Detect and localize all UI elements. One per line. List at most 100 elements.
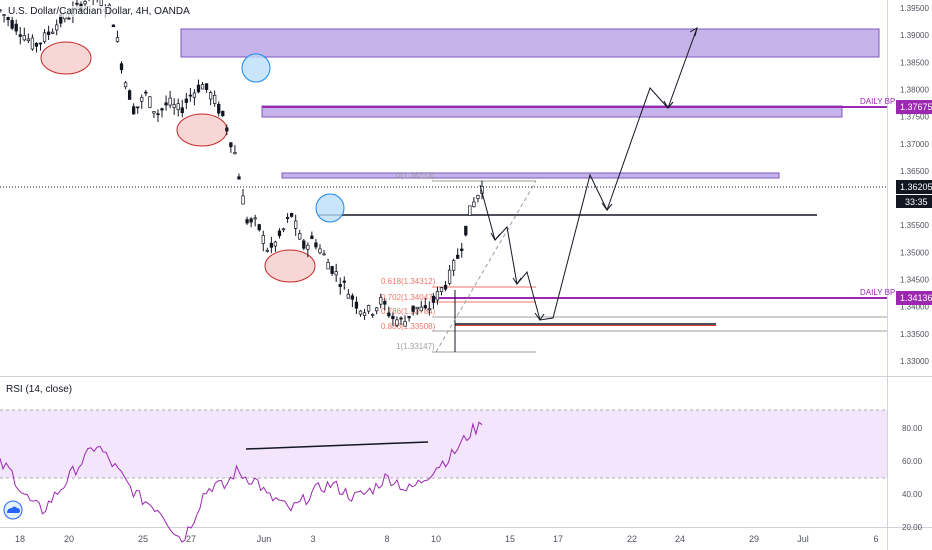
candle-body xyxy=(391,315,395,320)
countdown-value: 33:35 xyxy=(905,197,928,207)
fib-label-0: 0(1.36213) xyxy=(396,171,435,180)
swing-high-circle-2 xyxy=(315,193,345,223)
time-tick-label: Jun xyxy=(257,534,272,544)
arrowhead-5 xyxy=(663,100,674,109)
candle-body xyxy=(314,242,318,248)
price-tick-label: 1.33000 xyxy=(900,357,929,366)
candles xyxy=(0,0,484,327)
logo-cloud-icon xyxy=(7,506,20,513)
candle-body xyxy=(310,235,314,240)
candle-body xyxy=(249,218,253,223)
candle-body xyxy=(370,313,375,316)
candle-body xyxy=(22,35,26,41)
fib-label-1: 1(1.33147) xyxy=(396,342,435,351)
projection-arrowheads xyxy=(490,26,698,321)
arrowhead-2 xyxy=(512,277,522,285)
time-tick-label: 22 xyxy=(627,534,637,544)
fib-label-0786: 0.786(1.33784) xyxy=(381,307,436,316)
fib-label-0618: 0.618(1.34312) xyxy=(381,277,436,286)
candle-body xyxy=(346,293,350,299)
candle-body xyxy=(200,84,205,90)
swing-low-ellipse-2 xyxy=(176,113,228,147)
rsi-axis: 80.00 60.00 40.00 20.00 xyxy=(902,424,923,532)
fib-label-0886: 0.886(1.33508) xyxy=(381,322,436,331)
candle-body xyxy=(298,233,302,240)
arrowhead-4 xyxy=(601,202,613,211)
candle-body xyxy=(342,280,346,283)
rsi-tick-label: 20.00 xyxy=(902,523,923,532)
candle-body xyxy=(2,14,6,16)
candle-body xyxy=(34,42,39,47)
candle-body xyxy=(411,305,415,312)
fib-trend-dashed xyxy=(435,180,537,353)
candle-body xyxy=(123,82,128,88)
candle-body xyxy=(148,96,152,109)
swing-low-ellipse-3 xyxy=(264,249,316,283)
arrowhead-1 xyxy=(490,232,501,241)
arrowhead-3 xyxy=(534,312,545,321)
candle-body xyxy=(322,253,326,256)
candle-body xyxy=(330,266,334,274)
swing-high-circle-1 xyxy=(241,53,271,83)
candle-body xyxy=(176,103,180,111)
time-tick-label: 3 xyxy=(310,534,315,544)
candle-body xyxy=(451,260,456,271)
fib-label-0702: 0.702(1.34047) xyxy=(381,293,436,302)
price-tick-label: 1.39000 xyxy=(900,31,929,40)
candle-body xyxy=(431,295,436,303)
price-tick-label: 1.37000 xyxy=(900,140,929,149)
rsi-divergence-line xyxy=(245,441,429,450)
daily-bp-lower-label: DAILY BP xyxy=(860,288,895,297)
candle-body xyxy=(26,38,31,42)
candle-body xyxy=(375,307,379,312)
candle-body xyxy=(289,213,294,217)
candle-body xyxy=(168,97,172,106)
time-tick-label: 6 xyxy=(873,534,878,544)
candle-body xyxy=(42,32,47,42)
candle-body xyxy=(51,31,55,34)
fib-retracement: 0(1.36213) 0.618(1.34312) 0.702(1.34047)… xyxy=(381,171,887,353)
time-axis: 18 20 25 27 Jun 3 8 10 15 17 22 24 29 Jul 6 xyxy=(15,534,879,544)
arrowhead-6 xyxy=(689,26,698,37)
candle-body xyxy=(30,37,35,50)
rsi-band xyxy=(0,410,887,478)
time-tick-label: Jul xyxy=(797,534,809,544)
candle-body xyxy=(456,254,460,259)
candle-body xyxy=(407,315,411,319)
upper-supply-zone xyxy=(180,28,880,58)
candle-body xyxy=(241,195,245,205)
candle-body xyxy=(99,0,103,6)
candle-body xyxy=(156,113,160,116)
candle-body xyxy=(253,217,257,220)
candle-body xyxy=(464,225,468,236)
candle-body xyxy=(326,262,330,270)
candle-body xyxy=(419,306,423,312)
candle-body xyxy=(136,106,140,109)
candle-body xyxy=(67,17,71,20)
candle-body xyxy=(75,2,79,5)
price-tick-label: 1.39500 xyxy=(900,4,929,13)
rsi-line xyxy=(0,421,483,543)
tradingview-logo[interactable] xyxy=(3,500,23,520)
candle-body xyxy=(439,287,444,292)
candle-body xyxy=(221,110,225,117)
candle-body xyxy=(10,20,14,29)
candle-body xyxy=(237,176,241,180)
candle-body xyxy=(306,244,310,250)
candle-body xyxy=(18,34,22,37)
candle-body xyxy=(152,111,156,114)
candle-body xyxy=(415,306,419,310)
candle-body xyxy=(447,269,452,284)
time-tick-label: 8 xyxy=(384,534,389,544)
candle-body xyxy=(354,301,359,309)
candle-body xyxy=(387,312,391,317)
candle-body xyxy=(472,201,476,207)
price-tick-label: 1.35500 xyxy=(900,221,929,230)
daily-bp-lower-price: 1.34136 xyxy=(900,293,932,303)
candle-body xyxy=(188,94,193,97)
daily-bp-upper-badge xyxy=(896,100,932,114)
time-tick-label: 15 xyxy=(505,534,515,544)
candle-body xyxy=(273,241,278,247)
candle-body xyxy=(476,195,480,199)
candle-body xyxy=(225,127,229,132)
